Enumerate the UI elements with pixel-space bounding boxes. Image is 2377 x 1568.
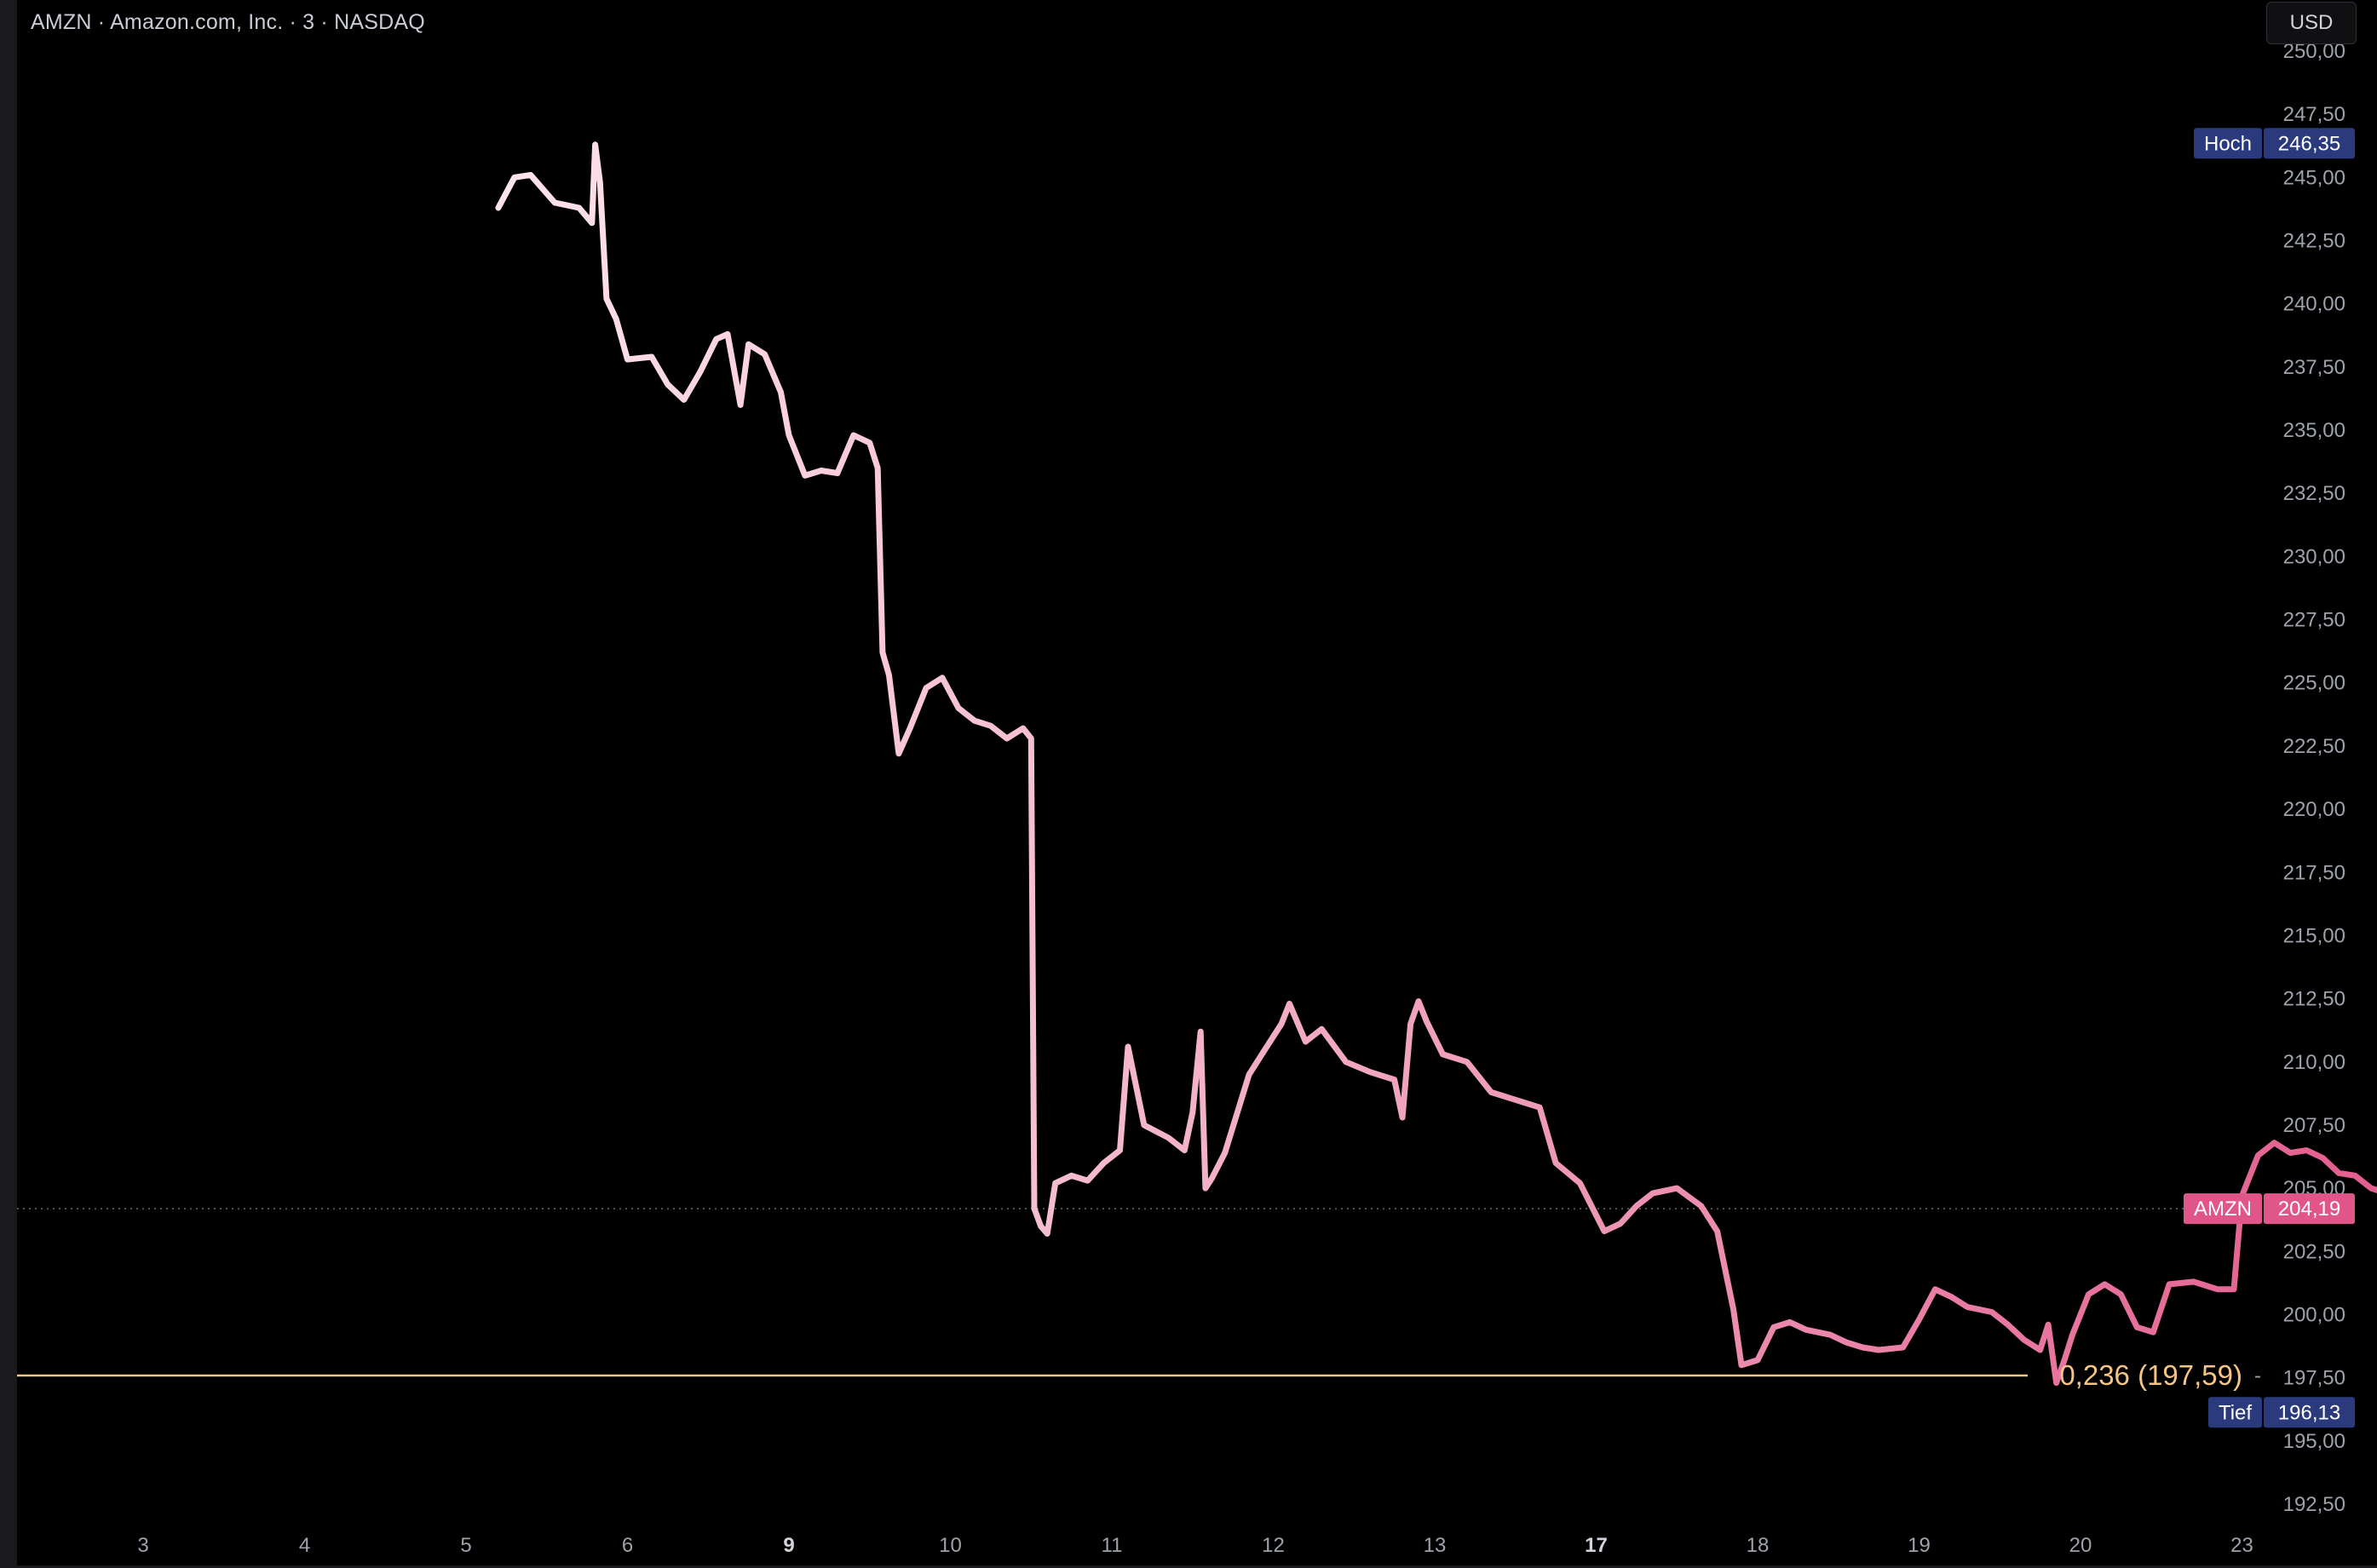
fib-level-label: 0,236 (197,59) (2059, 1359, 2242, 1391)
symbol-info: AMZN · Amazon.com, Inc. · 3 · NASDAQ (31, 10, 425, 34)
x-tick-label: 3 (137, 1534, 148, 1557)
last-price-symbol: AMZN (2194, 1198, 2252, 1221)
y-tick-label: 240,00 (2283, 293, 2345, 316)
currency-button[interactable]: USD (2266, 2, 2357, 44)
price-series (495, 141, 2377, 1387)
y-tick-label: 195,00 (2283, 1430, 2345, 1453)
y-tick-label: 197,50 (2283, 1367, 2345, 1390)
x-tick-label: 12 (1262, 1534, 1285, 1557)
y-tick-label: 220,00 (2283, 798, 2345, 821)
y-tick-label: 215,00 (2283, 924, 2345, 947)
high-label-bg (2194, 128, 2262, 159)
low-label: Tief (2219, 1401, 2252, 1424)
price-axis[interactable]: 192,50195,00197,50200,00202,50205,00207,… (2283, 40, 2345, 1516)
x-tick-label: 5 (460, 1534, 471, 1557)
y-tick-label: 245,00 (2283, 166, 2345, 189)
last-price-value-bg (2264, 1193, 2355, 1225)
y-tick-label: 217,50 (2283, 861, 2345, 884)
x-tick-label: 19 (1908, 1534, 1931, 1557)
last-price-symbol-bg (2184, 1193, 2262, 1225)
fib-axis-marker: - (2254, 1364, 2261, 1387)
x-tick-label: 11 (1102, 1534, 1123, 1557)
y-tick-label: 200,00 (2283, 1303, 2345, 1326)
x-tick-label: 9 (783, 1534, 794, 1557)
price-labels: Hoch 246,35 AMZN 204,19 Tief 196,13 0,236 (197… (2059, 128, 2355, 1428)
x-tick-label: 23 (2230, 1534, 2253, 1557)
x-tick-label: 20 (2069, 1534, 2092, 1557)
y-tick-label: 232,50 (2283, 482, 2345, 505)
x-tick-label: 6 (622, 1534, 633, 1557)
high-value: 246,35 (2278, 132, 2340, 155)
chart-guides (17, 1208, 2262, 1377)
y-tick-label: 230,00 (2283, 545, 2345, 568)
low-value-bg (2264, 1397, 2355, 1428)
y-tick-label: 222,50 (2283, 735, 2345, 758)
y-tick-label: 225,00 (2283, 672, 2345, 695)
y-tick-label: 242,50 (2283, 230, 2345, 253)
y-tick-label: 247,50 (2283, 103, 2345, 126)
time-axis[interactable]: 3 4 5 6 9 10 11 12 13 17 18 19 20 23 (137, 1534, 2253, 1557)
y-tick-label: 202,50 (2283, 1240, 2345, 1263)
high-label: Hoch (2204, 132, 2252, 155)
x-tick-label: 10 (939, 1534, 962, 1557)
x-tick-label: 17 (1585, 1534, 1608, 1557)
low-label-bg (2208, 1397, 2262, 1428)
x-tick-label: 18 (1747, 1534, 1770, 1557)
y-tick-label: 237,50 (2283, 356, 2345, 379)
y-tick-label: 192,50 (2283, 1493, 2345, 1516)
y-tick-label: 235,00 (2283, 419, 2345, 442)
x-tick-label: 4 (299, 1534, 310, 1557)
y-tick-label: 227,50 (2283, 609, 2345, 632)
chart-bottom-border (0, 1565, 2377, 1568)
low-value: 196,13 (2278, 1401, 2340, 1424)
x-tick-label: 13 (1424, 1534, 1447, 1557)
y-tick-label: 210,00 (2283, 1051, 2345, 1074)
price-line (495, 141, 2377, 1387)
last-price-value: 204,19 (2278, 1198, 2340, 1221)
high-value-bg (2264, 128, 2355, 159)
chart-left-border (0, 0, 17, 1568)
y-tick-label: 212,50 (2283, 988, 2345, 1011)
y-tick-label: 207,50 (2283, 1114, 2345, 1137)
